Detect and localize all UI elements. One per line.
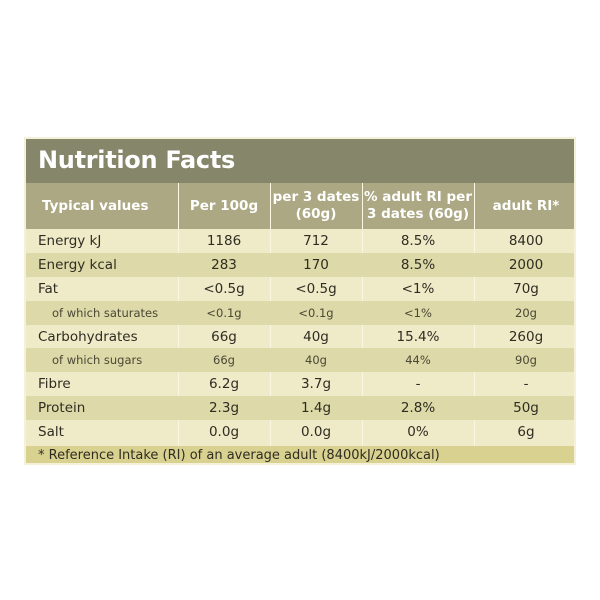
header-per-serving: per 3 dates (60g) [272,189,360,222]
adult-ri-value: 2000 [508,256,544,273]
percent-ri-value: 0% [407,424,429,441]
percent-ri-value: <1% [404,305,432,320]
footnote: * Reference Intake (RI) of an average ad… [26,446,574,463]
percent-ri-value: - [415,376,421,393]
per-serving-value: 1.4g [300,400,332,417]
per-serving-value: <0.1g [298,305,334,320]
nutrient-rows: Energy kJ 1186 712 8.5% 8400 Energy kcal 283 17… [26,229,574,444]
per-serving-value: 712 [303,232,329,249]
per-100g-value: 1186 [206,232,242,249]
per-serving-value: <0.5g [295,280,337,297]
per-serving-value: 170 [303,256,329,273]
adult-ri-value: 90g [515,353,537,368]
per-100g-value: 66g [213,353,235,368]
nutrient-name: Fibre [38,376,71,393]
per-serving-value: 40g [305,353,327,368]
nutrient-subrow: of which saturates <0.1g <0.1g <1% 20g [26,300,574,325]
percent-ri-value: 44% [405,353,431,368]
percent-ri-value: 8.5% [400,256,436,273]
nutrient-row: Energy kcal 283 170 8.5% 2000 [26,252,574,277]
header-per-100g: Per 100g [189,197,259,214]
per-100g-value: <0.1g [206,305,242,320]
nutrient-name: Protein [38,400,86,417]
title-bar: Nutrition Facts [26,139,574,183]
nutrient-row: Fibre 6.2g 3.7g - - [26,372,574,396]
nutrient-name: of which sugars [52,353,143,368]
header-typical-values: Typical values [42,197,149,214]
adult-ri-value: 8400 [508,232,544,249]
header-row: Typical values Per 100g per 3 dates (60g… [26,183,574,229]
nutrient-row: Protein 2.3g 1.4g 2.8% 50g [26,396,574,421]
per-100g-value: 66g [211,328,237,345]
per-serving-value: 40g [303,328,329,345]
nutrient-name: Salt [38,424,64,441]
nutrient-name: Energy kcal [38,256,117,273]
adult-ri-value: 6g [517,424,535,441]
adult-ri-value: 50g [513,400,539,417]
per-100g-value: 283 [211,256,237,273]
nutrient-row: Salt 0.0g 0.0g 0% 6g [26,420,574,444]
nutrient-name: of which saturates [52,305,159,320]
per-100g-value: 2.3g [208,400,240,417]
nutrient-row: Carbohydrates 66g 40g 15.4% 260g [26,325,574,349]
adult-ri-value: 20g [515,305,537,320]
nutrient-name: Fat [38,280,59,297]
adult-ri-value: 70g [513,280,539,297]
header-adult-ri: adult RI* [492,197,560,214]
per-100g-value: 0.0g [208,424,240,441]
adult-ri-value: - [523,376,529,393]
per-serving-value: 3.7g [300,376,332,393]
nutrition-title: Nutrition Facts [38,146,236,174]
percent-ri-value: 2.8% [400,400,436,417]
nutrient-row: Energy kJ 1186 712 8.5% 8400 [26,229,574,253]
nutrient-subrow: of which sugars 66g 40g 44% 90g [26,348,574,373]
nutrient-name: Carbohydrates [38,328,138,345]
nutrient-row: Fat <0.5g <0.5g <1% 70g [26,277,574,301]
adult-ri-value: 260g [508,328,544,345]
per-100g-value: <0.5g [203,280,245,297]
per-100g-value: 6.2g [208,376,240,393]
percent-ri-value: 8.5% [400,232,436,249]
per-serving-value: 0.0g [300,424,332,441]
header-percent-ri: % adult RI per 3 dates (60g) [364,189,472,222]
percent-ri-value: <1% [401,280,435,297]
nutrition-label: Nutrition Facts Typical values Per 100g … [24,137,576,465]
percent-ri-value: 15.4% [396,328,440,345]
nutrient-name: Energy kJ [38,232,102,249]
